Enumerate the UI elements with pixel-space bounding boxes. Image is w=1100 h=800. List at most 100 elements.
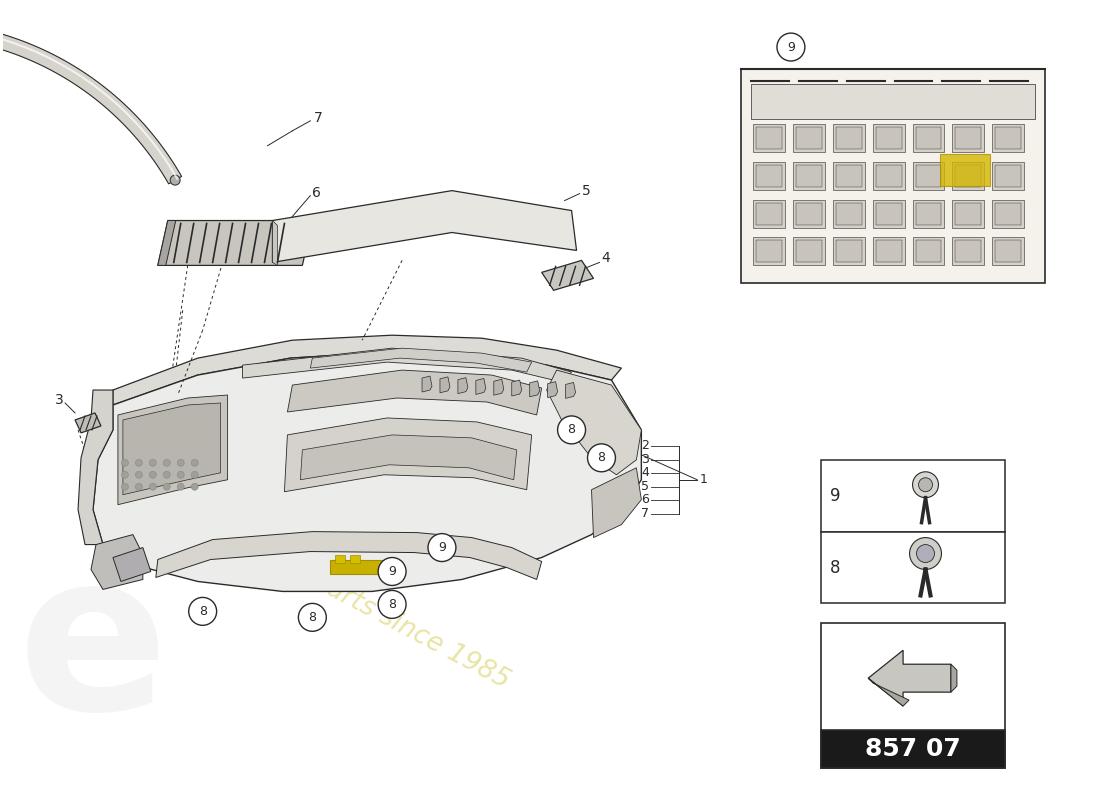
Polygon shape [285, 418, 531, 492]
Polygon shape [836, 241, 861, 262]
Text: 3: 3 [55, 393, 64, 407]
Polygon shape [756, 127, 782, 149]
Polygon shape [113, 547, 151, 582]
Polygon shape [796, 241, 822, 262]
Polygon shape [592, 468, 641, 538]
Polygon shape [756, 202, 782, 225]
Circle shape [910, 538, 942, 570]
Polygon shape [872, 162, 904, 190]
Polygon shape [793, 199, 825, 227]
Text: 8: 8 [568, 423, 575, 437]
Polygon shape [494, 379, 504, 395]
Circle shape [558, 416, 585, 444]
Circle shape [150, 471, 156, 478]
Polygon shape [793, 124, 825, 152]
Polygon shape [833, 238, 865, 266]
Polygon shape [996, 165, 1021, 186]
Polygon shape [915, 127, 942, 149]
Circle shape [150, 483, 156, 490]
Polygon shape [996, 127, 1021, 149]
Bar [350, 554, 360, 562]
Polygon shape [273, 190, 576, 262]
Polygon shape [273, 221, 277, 266]
Circle shape [913, 472, 938, 498]
Polygon shape [833, 124, 865, 152]
Bar [741, 69, 1045, 283]
Circle shape [777, 33, 805, 61]
Circle shape [428, 534, 455, 562]
Polygon shape [913, 238, 945, 266]
Polygon shape [243, 348, 572, 382]
Polygon shape [915, 165, 942, 186]
Polygon shape [754, 199, 785, 227]
Text: 8: 8 [597, 451, 605, 464]
Polygon shape [953, 162, 984, 190]
Circle shape [378, 590, 406, 618]
Polygon shape [530, 381, 540, 397]
Polygon shape [956, 202, 981, 225]
Polygon shape [548, 382, 558, 398]
Bar [821, 730, 1005, 768]
Text: 2: 2 [641, 439, 649, 452]
Circle shape [121, 459, 129, 466]
Polygon shape [751, 84, 1035, 119]
Text: 5: 5 [582, 184, 591, 198]
Polygon shape [876, 165, 902, 186]
Circle shape [177, 471, 184, 478]
Polygon shape [75, 413, 101, 433]
Circle shape [121, 471, 129, 478]
Circle shape [177, 483, 184, 490]
Text: 8: 8 [308, 611, 317, 624]
Polygon shape [458, 378, 468, 394]
Polygon shape [876, 127, 902, 149]
Polygon shape [0, 26, 182, 184]
Bar [336, 554, 345, 562]
Circle shape [189, 598, 217, 626]
Circle shape [177, 459, 184, 466]
Polygon shape [756, 165, 782, 186]
Text: 4: 4 [602, 251, 610, 266]
Text: 6: 6 [312, 186, 321, 200]
Polygon shape [94, 352, 641, 591]
Circle shape [135, 459, 142, 466]
Polygon shape [915, 202, 942, 225]
Polygon shape [992, 199, 1024, 227]
Bar [821, 623, 1005, 768]
Polygon shape [876, 241, 902, 262]
Polygon shape [956, 241, 981, 262]
Polygon shape [836, 165, 861, 186]
Polygon shape [157, 221, 312, 266]
Polygon shape [872, 199, 904, 227]
Text: 9: 9 [438, 541, 446, 554]
Circle shape [916, 545, 935, 562]
Polygon shape [868, 678, 909, 706]
Circle shape [163, 471, 170, 478]
Text: 8: 8 [199, 605, 207, 618]
Circle shape [135, 471, 142, 478]
Polygon shape [793, 162, 825, 190]
Polygon shape [547, 370, 641, 474]
Text: e: e [18, 542, 168, 756]
Polygon shape [512, 380, 521, 396]
Polygon shape [953, 238, 984, 266]
Polygon shape [913, 162, 945, 190]
Text: 4: 4 [641, 466, 649, 479]
Circle shape [163, 459, 170, 466]
Circle shape [298, 603, 327, 631]
Bar [940, 154, 990, 186]
Polygon shape [868, 650, 950, 706]
Polygon shape [950, 664, 957, 692]
Bar [821, 460, 1005, 532]
Polygon shape [123, 403, 221, 494]
Text: a passion for parts since 1985: a passion for parts since 1985 [151, 485, 515, 694]
Circle shape [587, 444, 615, 472]
Polygon shape [310, 348, 531, 372]
Polygon shape [996, 202, 1021, 225]
Polygon shape [113, 335, 622, 405]
Polygon shape [872, 238, 904, 266]
Circle shape [170, 175, 180, 185]
Text: 8: 8 [388, 598, 396, 611]
Polygon shape [915, 241, 942, 262]
Text: 7: 7 [641, 507, 649, 520]
Polygon shape [953, 199, 984, 227]
